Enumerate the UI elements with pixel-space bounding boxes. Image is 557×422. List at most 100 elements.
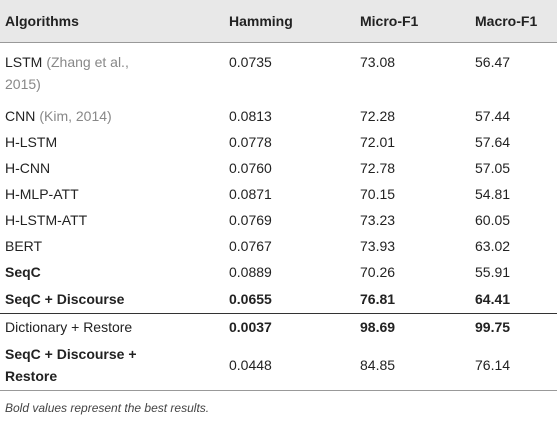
cell-text: 72.28	[360, 107, 396, 124]
algorithm-name: H-LSTM-ATT	[5, 209, 155, 231]
citation: (Zhang et al., 2015)	[5, 54, 129, 92]
column-header: Macro-F1	[463, 0, 557, 43]
footnote: Bold values represent the best results.	[5, 400, 210, 415]
table-cell: SeqC	[0, 259, 217, 285]
cell-text: BERT	[5, 237, 43, 254]
cell-text: 0.0448	[229, 356, 272, 373]
algorithm-name: H-CNN	[5, 157, 155, 179]
cell-text: 0.0767	[229, 237, 272, 254]
table-cell: 56.47	[463, 43, 557, 103]
cell-text: 76.81	[360, 290, 396, 307]
column-header: Hamming	[217, 0, 348, 43]
results-table: Algorithms Hamming Micro-F1 Macro-F1 LSTM (Z…	[0, 0, 557, 391]
cell-text: H-LSTM	[5, 133, 58, 150]
cell-text: 73.23	[360, 211, 396, 228]
table-row: SeqC + Discourse 0.0655 76.81 64.41	[0, 284, 557, 314]
cell-text: 57.05	[475, 159, 511, 176]
cell-text: 0.0735	[229, 54, 272, 70]
table-cell: 72.28	[348, 103, 463, 129]
table-cell: 73.93	[348, 233, 463, 259]
table-cell: 0.0769	[217, 207, 348, 233]
table-cell: 0.0767	[217, 233, 348, 259]
table-cell: 0.0889	[217, 259, 348, 285]
cell-text: 0.0813	[229, 107, 272, 124]
cell-text: CNN	[5, 107, 36, 124]
table-cell: 0.0778	[217, 129, 348, 155]
cell-text: 57.44	[475, 107, 511, 124]
cell-text: 73.93	[360, 237, 396, 254]
citation: (Kim, 2014)	[39, 107, 112, 124]
table-row: H-CNN 0.0760 72.78 57.05	[0, 155, 557, 181]
algorithm-name: H-MLP-ATT	[5, 183, 155, 205]
table-cell: 60.05	[463, 207, 557, 233]
table-cell: CNN (Kim, 2014)	[0, 103, 217, 129]
table-cell: 76.14	[463, 339, 557, 391]
cell-text: H-MLP-ATT	[5, 185, 79, 202]
cell-text: 72.78	[360, 159, 396, 176]
cell-text: 60.05	[475, 211, 511, 228]
cell-text: Dictionary + Restore	[5, 318, 133, 335]
table-cell: 73.23	[348, 207, 463, 233]
cell-text: 0.0037	[229, 318, 272, 335]
cell-text: 76.14	[475, 356, 511, 373]
table-cell: 57.44	[463, 103, 557, 129]
algorithm-name: LSTM (Zhang et al., 2015)	[5, 51, 155, 95]
table-cell: 0.0813	[217, 103, 348, 129]
table-row: LSTM (Zhang et al., 2015) 0.0735 73.08 56.47	[0, 43, 557, 103]
table-cell: SeqC + Discourse	[0, 284, 217, 314]
table-cell: Dictionary + Restore	[0, 313, 217, 340]
cell-text: SeqC + Discourse + Restore	[5, 345, 137, 384]
table-cell: 0.0735	[217, 43, 348, 103]
cell-text: 0.0769	[229, 211, 272, 228]
table-cell: H-MLP-ATT	[0, 181, 217, 207]
algorithm-name: SeqC + Discourse + Restore	[5, 343, 155, 387]
cell-text: 54.81	[475, 185, 511, 202]
column-header: Micro-F1	[348, 0, 463, 43]
algorithm-name: Dictionary + Restore	[5, 316, 155, 338]
table-row: CNN (Kim, 2014) 0.0813 72.28 57.44	[0, 103, 557, 129]
algorithm-name: SeqC + Discourse	[5, 288, 155, 310]
cell-text: 55.91	[475, 263, 511, 280]
cell-text: 56.47	[475, 54, 511, 70]
algorithm-name: H-LSTM	[5, 131, 155, 153]
table-cell: 73.08	[348, 43, 463, 103]
table-cell: BERT	[0, 233, 217, 259]
table-cell: 54.81	[463, 181, 557, 207]
table-cell: 72.01	[348, 129, 463, 155]
column-header: Algorithms	[0, 0, 217, 43]
algorithm-name: SeqC	[5, 261, 155, 283]
cell-text: 0.0778	[229, 133, 272, 150]
cell-text: SeqC	[5, 263, 41, 280]
table-cell: 76.81	[348, 284, 463, 314]
cell-text: SeqC + Discourse	[5, 290, 125, 307]
table-row: BERT 0.0767 73.93 63.02	[0, 233, 557, 259]
cell-text: 72.01	[360, 133, 396, 150]
cell-text: 70.15	[360, 185, 396, 202]
table-cell: 0.0871	[217, 181, 348, 207]
table-cell: 84.85	[348, 339, 463, 391]
table-row: H-MLP-ATT 0.0871 70.15 54.81	[0, 181, 557, 207]
table-cell: 0.0655	[217, 284, 348, 314]
cell-text: LSTM	[5, 54, 43, 70]
table-cell: 99.75	[463, 313, 557, 340]
table-cell: 64.41	[463, 284, 557, 314]
cell-text: 70.26	[360, 263, 396, 280]
cell-text: 63.02	[475, 237, 511, 254]
table-row: SeqC 0.0889 70.26 55.91	[0, 259, 557, 285]
table-cell: 72.78	[348, 155, 463, 181]
table-cell: 0.0760	[217, 155, 348, 181]
cell-text: 73.08	[360, 54, 396, 70]
cell-text: H-LSTM-ATT	[5, 211, 88, 228]
cell-text: 57.64	[475, 133, 511, 150]
table-cell: SeqC + Discourse + Restore	[0, 339, 217, 391]
table-cell: H-CNN	[0, 155, 217, 181]
table-cell: 0.0448	[217, 339, 348, 391]
table-row: H-LSTM 0.0778 72.01 57.64	[0, 129, 557, 155]
table-cell: 0.0037	[217, 313, 348, 340]
table-cell: 55.91	[463, 259, 557, 285]
table-cell: 63.02	[463, 233, 557, 259]
cell-text: 98.69	[360, 318, 396, 335]
table-cell: 70.26	[348, 259, 463, 285]
table-cell: H-LSTM-ATT	[0, 207, 217, 233]
